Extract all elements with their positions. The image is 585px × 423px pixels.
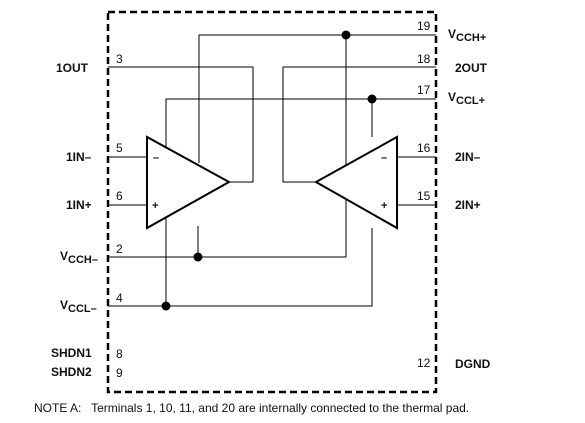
wires — [108, 34, 436, 307]
pin-label-subscript: CCH+ — [456, 32, 486, 44]
pin-label-subscript: CCL+ — [456, 95, 485, 107]
pin-label-1in-plus: 1IN+ — [66, 198, 92, 212]
pin-label-main: V — [60, 249, 68, 263]
amplifier-2-minus-sign: – — [381, 152, 387, 164]
left-pin-numbers: 3 5 6 2 4 8 9 — [116, 52, 123, 380]
pin-label-2out: 2OUT — [455, 61, 488, 75]
pin-number: 15 — [417, 189, 431, 203]
pin-number: 2 — [116, 242, 123, 256]
pin-number: 6 — [116, 189, 123, 203]
junctions — [161, 30, 377, 311]
pin-label-main: V — [448, 90, 456, 104]
wire-vcch-minus — [108, 159, 347, 258]
pin-label-1out: 1OUT — [56, 61, 89, 75]
pin-label-main: V — [448, 27, 456, 41]
pin-label-vccl-minus: VCCL– — [60, 298, 97, 315]
pin-label-vccl-plus: VCCL+ — [448, 90, 485, 107]
amplifier-1: – + — [146, 135, 232, 230]
pin-number: 19 — [417, 19, 431, 33]
pin-label-vcch-minus: VCCH– — [60, 249, 98, 266]
wire-1out — [108, 66, 254, 183]
amplifier-2-plus-sign: + — [381, 200, 387, 212]
pin-number: 16 — [417, 141, 431, 155]
pin-label-shdn1: SHDN1 — [51, 346, 92, 360]
amplifier-2-triangle — [313, 135, 398, 230]
left-pin-labels: 1OUT 1IN– 1IN+ VCCH– VCCL– SHDN1 SHDN2 — [51, 61, 98, 379]
wire-vccl-plus — [165, 98, 436, 148]
pin-number: 12 — [417, 356, 431, 370]
pin-label-2in-minus: 2IN– — [455, 150, 481, 164]
right-pin-labels: VCCH+ 2OUT VCCL+ 2IN– 2IN+ DGND — [448, 27, 491, 371]
junction-dot — [367, 94, 377, 104]
junction-dot — [341, 30, 351, 40]
pin-label-2in-plus: 2IN+ — [455, 198, 481, 212]
junction-dot — [161, 301, 171, 311]
pin-label-main: V — [60, 298, 68, 312]
amplifier-1-triangle — [146, 135, 232, 230]
pin-number: 17 — [417, 83, 431, 97]
pin-label-vcch-plus: VCCH+ — [448, 27, 486, 44]
wire-vcch-plus — [198, 34, 436, 163]
junction-dot — [193, 252, 203, 262]
pin-number: 4 — [116, 291, 123, 305]
right-pin-numbers: 19 18 17 16 15 12 — [417, 19, 431, 370]
pin-number: 9 — [116, 366, 123, 380]
package-outline — [106, 10, 438, 394]
amplifier-2: – + — [313, 135, 398, 230]
pin-label-1in-minus: 1IN– — [66, 150, 92, 164]
amplifier-1-minus-sign: – — [153, 152, 159, 164]
pin-number: 3 — [116, 52, 123, 66]
pin-number: 18 — [417, 52, 431, 66]
wire-2out — [282, 66, 436, 183]
note-text: NOTE A: Terminals 1, 10, 11, and 20 are … — [34, 401, 469, 415]
pin-number: 5 — [116, 141, 123, 155]
pin-label-subscript: CCH– — [68, 254, 98, 266]
wire-vccl-minus — [108, 228, 373, 307]
pin-number: 8 — [116, 347, 123, 361]
pin-label-dgnd: DGND — [455, 357, 491, 371]
pin-label-shdn2: SHDN2 — [51, 365, 92, 379]
pin-label-subscript: CCL– — [68, 303, 97, 315]
amplifier-1-plus-sign: + — [152, 200, 158, 212]
